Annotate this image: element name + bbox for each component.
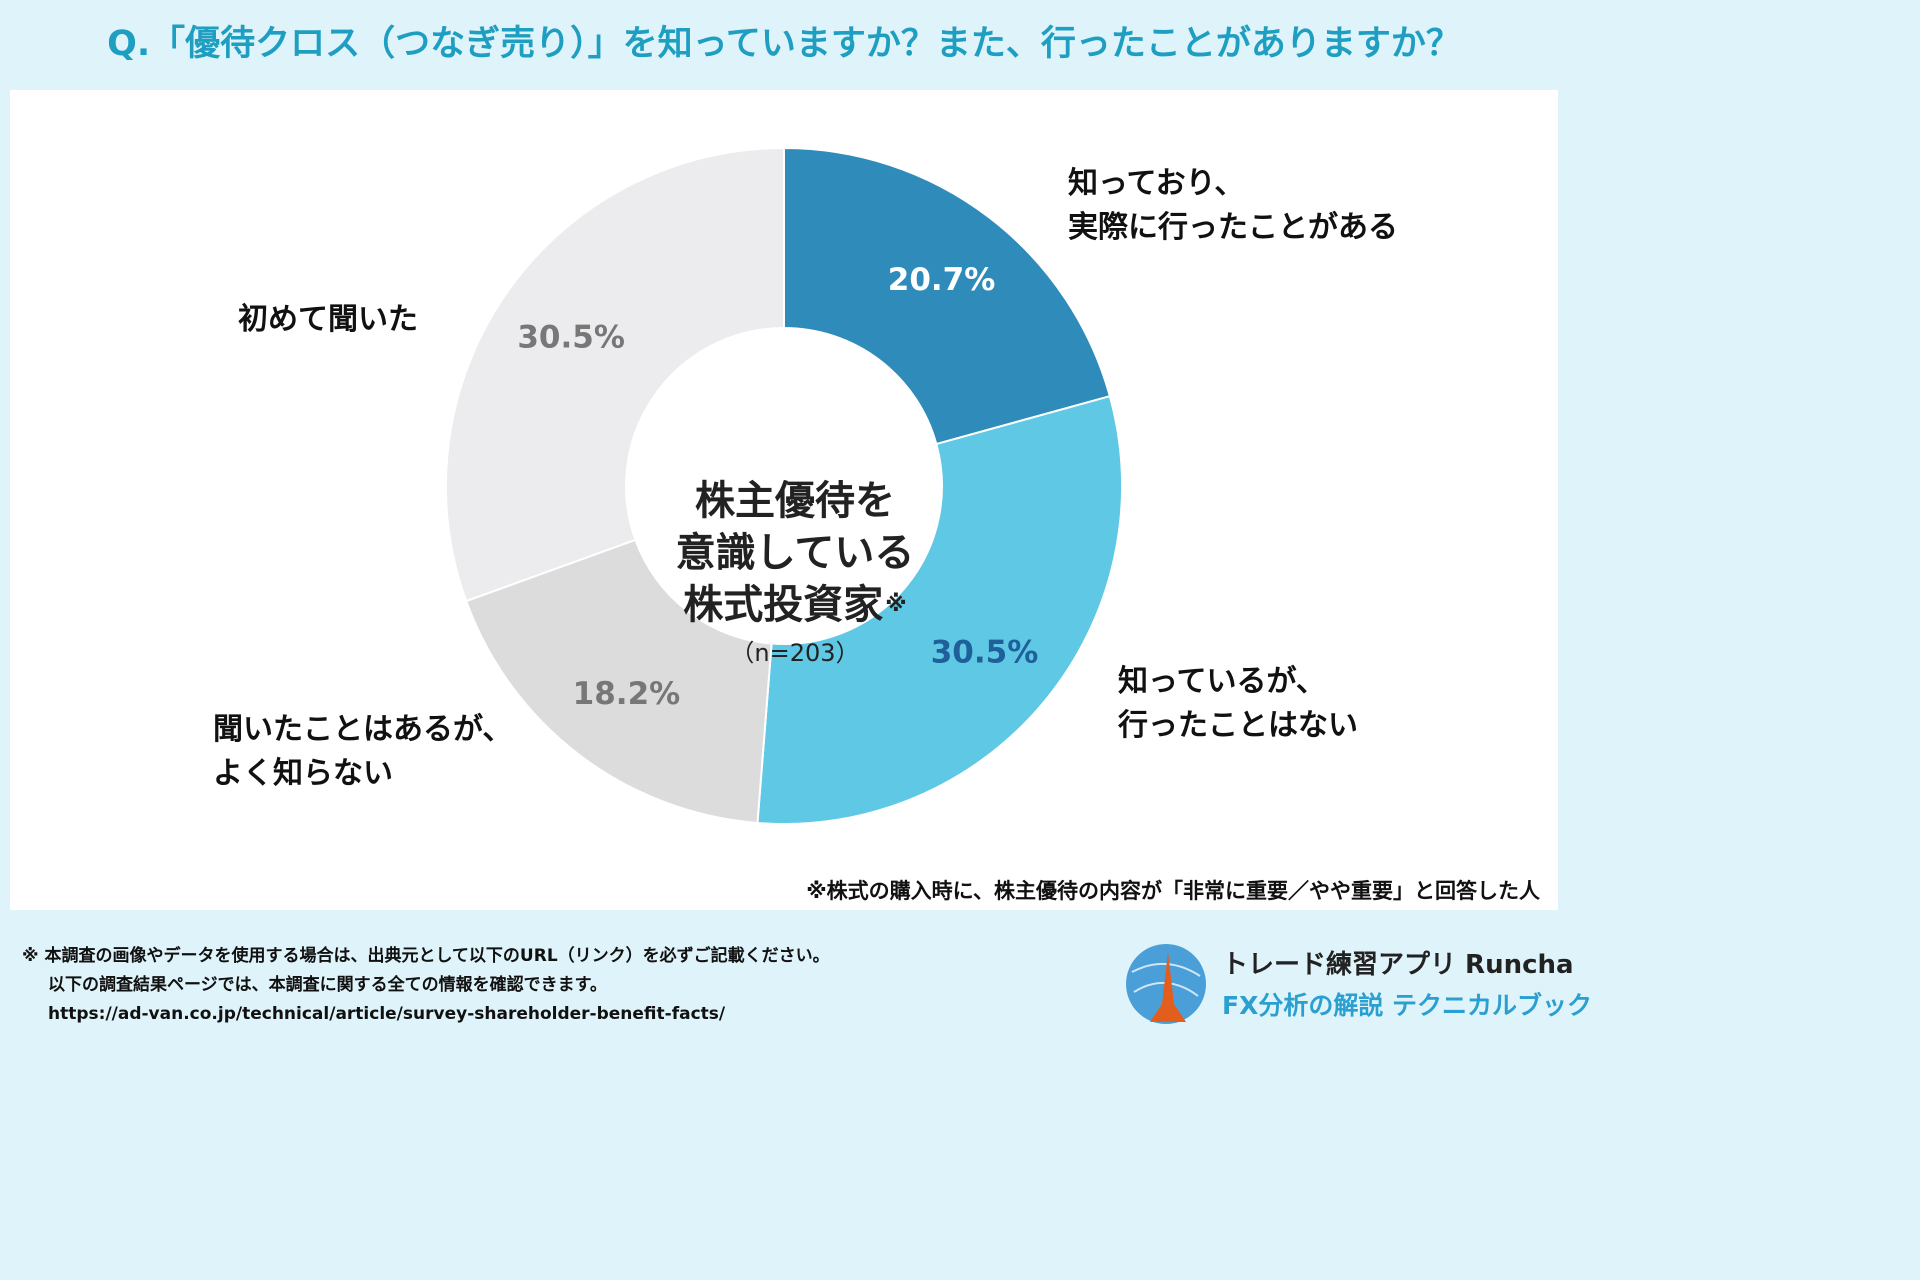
slice-label-knows-not-done: 知っているが、 行ったことはない xyxy=(1118,664,1358,743)
footer-line-info: 以下の調査結果ページでは、本調査に関する全ての情報を確認できます。 xyxy=(48,975,607,995)
value-label-slice-knows-not-done: 30.5% xyxy=(931,635,1039,671)
slice-knows-and-done xyxy=(783,146,1112,446)
donut-center-text: 株主優待を 意識している 株式投資家※ （n=203） xyxy=(675,478,915,667)
brand-subtitle: FX分析の解説 テクニカルブック xyxy=(1222,991,1593,1020)
slice-label-heard-unclear: 聞いたことはあるが、 よく知らない xyxy=(213,712,513,791)
slice-label-first-time: 初めて聞いた xyxy=(238,302,418,337)
value-label-slice-first-time: 30.5% xyxy=(517,320,625,356)
slice-label-knows-and-done: 知っており、 実際に行ったことがある xyxy=(1068,166,1398,245)
chart-panel: 20.7% 30.5% 18.2% 30.5% 知っており、 実際に行ったことがある … xyxy=(10,90,1558,910)
slice-first-time xyxy=(445,146,785,603)
slice-heard-unclear xyxy=(464,538,773,825)
slice-knows-not-done xyxy=(756,394,1124,825)
runcha-logo-icon xyxy=(1126,944,1206,1024)
respondent-note: ※株式の購入時に、株主優待の内容が「非常に重要／やや重要」と回答した人 xyxy=(806,879,1540,903)
footer-url[interactable]: https://ad-van.co.jp/technical/article/s… xyxy=(48,1004,726,1024)
brand-name: トレード練習アプリ Runcha xyxy=(1222,950,1574,980)
value-label-slice-heard-unclear: 18.2% xyxy=(573,676,681,712)
footer-line-usage: ※ 本調査の画像やデータを使用する場合は、出典元として以下のURL（リンク）を必… xyxy=(22,946,830,966)
chart-title: Q.「優待クロス（つなぎ売り）」を知っていますか？また、行ったことがありますか？ xyxy=(107,24,1461,64)
footer-notes: ※ 本調査の画像やデータを使用する場合は、出典元として以下のURL（リンク）を必… xyxy=(22,942,830,1029)
donut-chart: 20.7% 30.5% 18.2% 30.5% xyxy=(445,146,1124,825)
value-label-slice-knows-and-done: 20.7% xyxy=(888,262,996,298)
